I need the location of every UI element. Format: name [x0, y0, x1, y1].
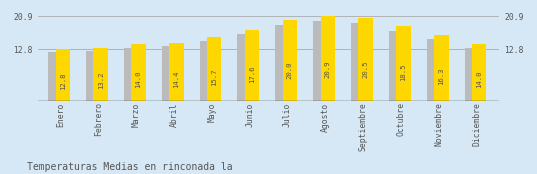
Bar — [275, 25, 284, 101]
Bar — [358, 18, 373, 101]
Text: 20.5: 20.5 — [362, 61, 368, 78]
Bar — [389, 31, 397, 101]
Text: 14.4: 14.4 — [173, 70, 179, 88]
Bar — [132, 44, 146, 101]
Bar — [313, 21, 322, 101]
Text: 15.7: 15.7 — [211, 68, 217, 86]
Bar — [427, 39, 435, 101]
Text: 14.0: 14.0 — [135, 71, 142, 88]
Text: 16.3: 16.3 — [438, 67, 444, 85]
Text: Temperaturas Medias en rinconada la: Temperaturas Medias en rinconada la — [27, 162, 233, 172]
Bar — [207, 37, 221, 101]
Bar — [351, 23, 359, 101]
Text: 17.6: 17.6 — [249, 65, 255, 83]
Bar — [245, 30, 259, 101]
Text: 12.8: 12.8 — [60, 73, 66, 90]
Bar — [237, 34, 246, 101]
Text: 14.0: 14.0 — [476, 71, 482, 88]
Text: 18.5: 18.5 — [401, 64, 407, 81]
Text: 20.0: 20.0 — [287, 61, 293, 79]
Bar — [93, 48, 108, 101]
Bar — [162, 46, 170, 101]
Bar — [465, 48, 473, 101]
Bar — [200, 41, 208, 101]
Bar — [321, 16, 335, 101]
Text: 20.9: 20.9 — [325, 60, 331, 78]
Bar — [56, 49, 70, 101]
Bar — [472, 44, 487, 101]
Bar — [169, 43, 184, 101]
Bar — [396, 26, 411, 101]
Text: 13.2: 13.2 — [98, 72, 104, 89]
Bar — [124, 48, 132, 101]
Bar — [283, 20, 297, 101]
Bar — [48, 52, 56, 101]
Bar — [86, 51, 95, 101]
Bar — [434, 35, 448, 101]
